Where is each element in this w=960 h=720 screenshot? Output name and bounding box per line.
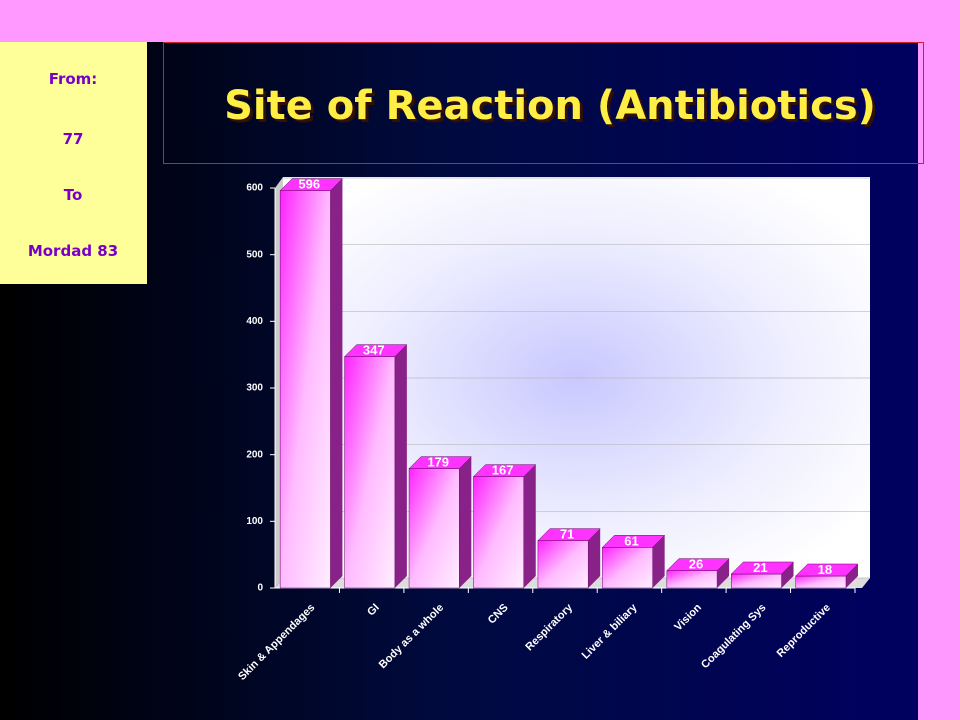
y-tick-label: 400 [246,316,263,327]
sidebar-line: Mordad 83 [28,242,118,260]
bar [344,356,396,589]
sidebar-box [0,42,147,284]
y-tick-label: 600 [246,183,263,194]
value-label: 71 [560,527,574,542]
bar-side [459,456,472,588]
bar [473,476,525,589]
bar-side [652,535,665,588]
bar [408,468,460,589]
bar-side [588,528,601,588]
bar-top [279,178,344,191]
bar-top [795,563,859,577]
bar [537,540,589,589]
title-box [163,42,924,164]
bar-top [666,558,730,571]
value-label: 179 [427,455,449,470]
bar-top [537,528,601,541]
bar [795,575,847,589]
bar-top [472,464,537,477]
bar-side [781,562,794,588]
bar [666,570,718,589]
bar [279,190,331,589]
sidebar-line: From: [49,70,98,88]
bar-top [730,561,795,575]
value-label: 21 [753,560,767,575]
sidebar-line: To [64,186,83,204]
value-label: 61 [624,533,638,548]
value-label: 596 [298,177,320,192]
value-label: 167 [492,463,514,478]
value-label: 18 [818,562,832,577]
y-tick-label: 300 [246,383,263,394]
y-tick-label: 200 [246,449,263,460]
y-tick-label: 500 [246,249,263,260]
title-shadow: Site of Reaction (Antibiotics) [227,86,879,132]
bar-side [523,464,536,588]
y-tick-label: 0 [257,583,263,594]
value-label: 347 [363,343,385,358]
bar-side [845,564,858,588]
bar-top [408,456,472,469]
bar-side [330,178,343,588]
bar [602,547,653,589]
bar-side [394,344,407,588]
bar [731,573,782,589]
sidebar-line: 77 [63,130,84,148]
chart-title: Site of Reaction (Antibiotics) [224,83,876,129]
bar-top [601,535,666,548]
bar-top [343,344,408,357]
bar-side [717,558,730,588]
value-label: 26 [689,557,703,572]
y-tick-label: 100 [246,516,263,527]
